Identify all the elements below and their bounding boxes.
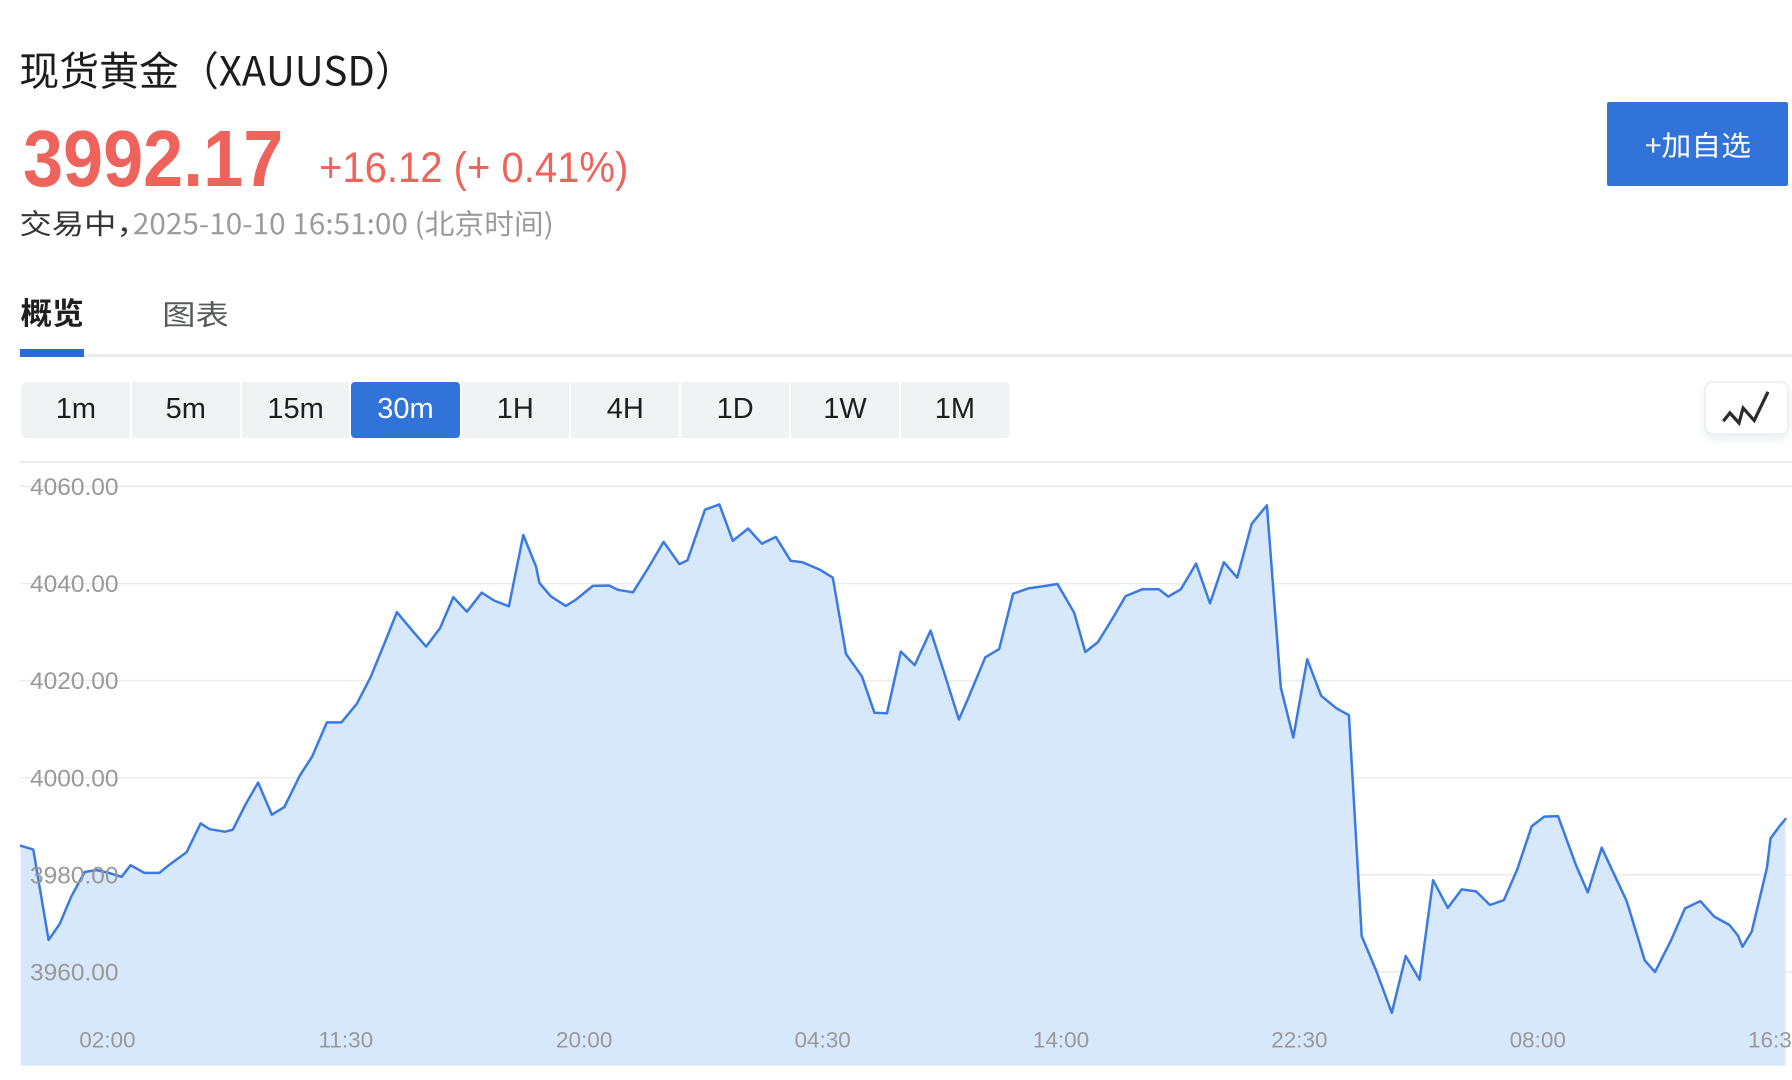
svg-text:20:00: 20:00	[556, 1028, 612, 1053]
svg-text:22:30: 22:30	[1271, 1028, 1327, 1053]
svg-text:02:00: 02:00	[79, 1028, 135, 1053]
svg-text:4000.00: 4000.00	[30, 765, 119, 792]
svg-text:16:30: 16:30	[1748, 1028, 1792, 1053]
svg-text:04:30: 04:30	[794, 1028, 850, 1053]
svg-text:4060.00: 4060.00	[30, 474, 119, 501]
svg-text:4020.00: 4020.00	[30, 668, 119, 695]
svg-text:3980.00: 3980.00	[30, 863, 119, 890]
svg-text:11:30: 11:30	[318, 1028, 373, 1053]
svg-text:3960.00: 3960.00	[30, 960, 119, 987]
svg-text:14:00: 14:00	[1033, 1028, 1089, 1053]
svg-text:08:00: 08:00	[1510, 1028, 1566, 1053]
svg-text:4040.00: 4040.00	[30, 571, 119, 598]
